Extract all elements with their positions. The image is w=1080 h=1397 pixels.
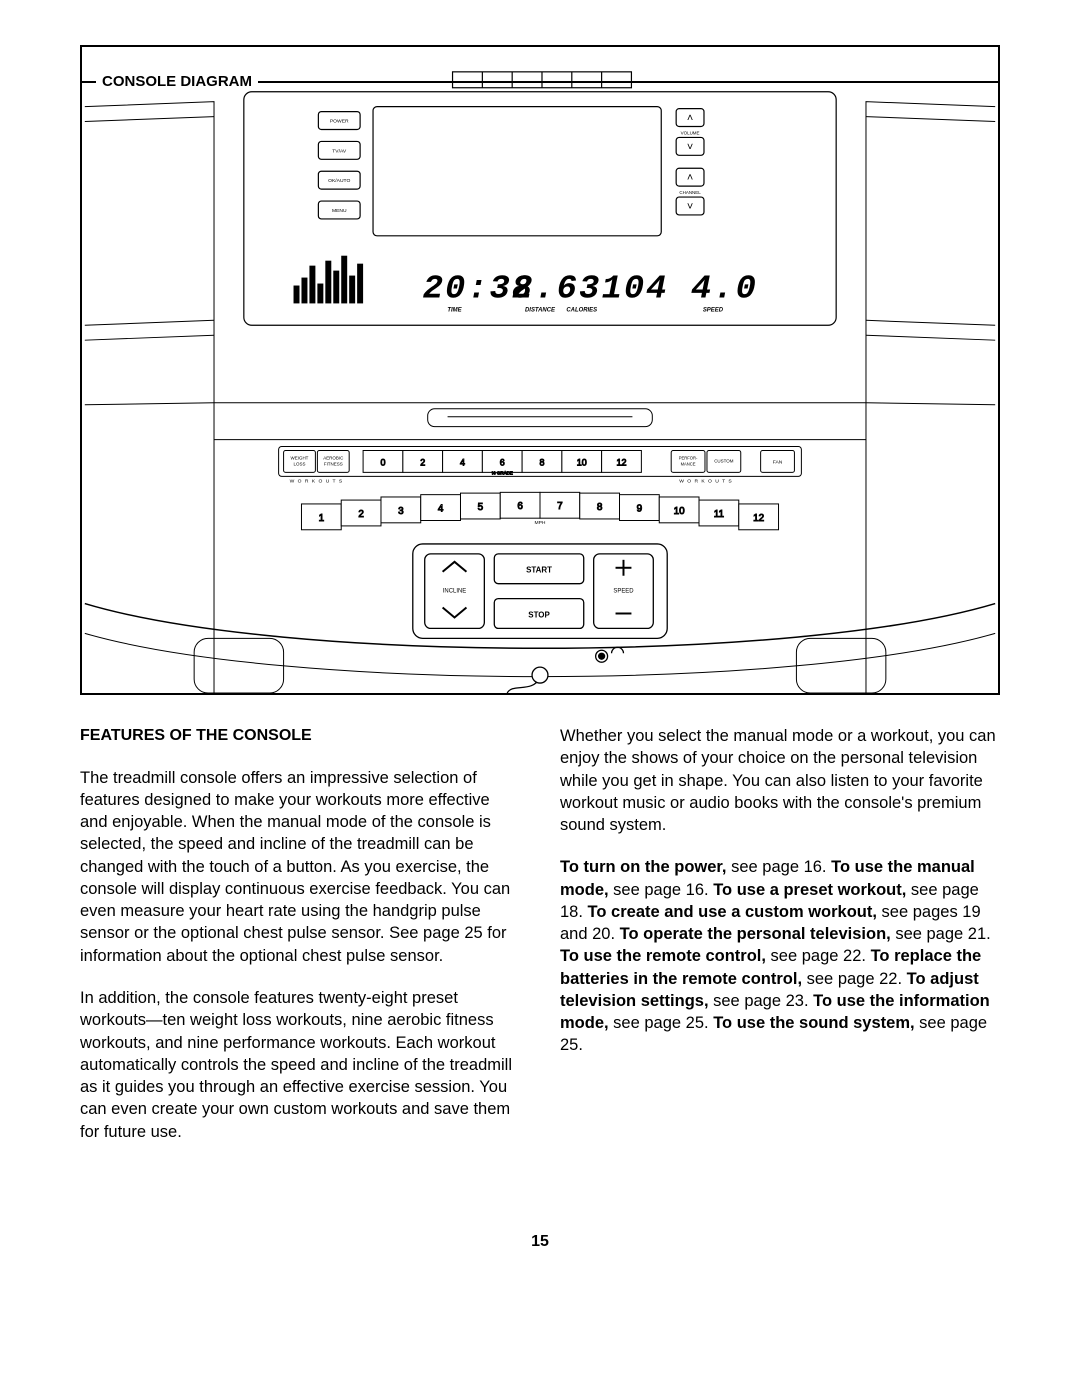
- mph-btn-3: 3: [398, 506, 404, 517]
- wk-cu-1: CUSTOM: [714, 458, 734, 463]
- vol-down-icon: ˅: [687, 141, 693, 153]
- para-1: The treadmill console offers an impressi…: [80, 767, 520, 967]
- incline-btn-4: 4: [460, 457, 465, 467]
- left-column: FEATURES OF THE CONSOLE The treadmill co…: [80, 725, 520, 1163]
- incline-btn-10: 10: [577, 457, 587, 467]
- ref-1a: To turn on the power,: [560, 858, 727, 876]
- wk-right-label: W O R K O U T S: [679, 478, 733, 484]
- ref-9b: see page 25.: [609, 1014, 714, 1032]
- ref-1b: see page 16.: [727, 858, 832, 876]
- wk-wl-2: LOSS: [294, 461, 306, 466]
- diagram-title: CONSOLE DIAGRAM: [102, 73, 252, 90]
- para-3: Whether you select the manual mode or a …: [560, 725, 1000, 836]
- ref-5b: see page 21.: [891, 925, 991, 943]
- ref-6a: To use the remote control,: [560, 947, 766, 965]
- console-diagram-svg: POWER TV/AV OK/AUTO MENU ˄ VOLUME ˅ ˄ CH…: [82, 47, 998, 693]
- ref-5a: To operate the personal television,: [620, 925, 891, 943]
- features-heading: FEATURES OF THE CONSOLE: [80, 725, 520, 747]
- wk-wl-1: WEIGHT: [291, 455, 309, 460]
- readout-distance-label: DISTANCE: [525, 307, 556, 313]
- para-refs: To turn on the power, see page 16. To us…: [560, 856, 1000, 1056]
- ch-down-icon: ˅: [687, 201, 693, 213]
- diagram-title-wrap: CONSOLE DIAGRAM: [96, 73, 258, 90]
- wk-af-2: FITNESS: [324, 461, 343, 466]
- mph-btn-12: 12: [753, 513, 765, 524]
- ref-6b: see page 22.: [766, 947, 871, 965]
- para-2: In addition, the console features twenty…: [80, 987, 520, 1143]
- wk-left-label: W O R K O U T S: [290, 478, 344, 484]
- fan-label: FAN: [773, 459, 783, 465]
- incline-btn-0: 0: [380, 457, 385, 467]
- tv-btn-tvav: TV/AV: [332, 148, 347, 154]
- mph-btn-5: 5: [478, 502, 484, 513]
- readout-calories-label: CALORIES: [566, 307, 597, 313]
- mph-btn-7: 7: [557, 501, 563, 512]
- vol-label: VOLUME: [681, 130, 700, 135]
- incline-btn-12: 12: [617, 457, 627, 467]
- wk-pf-2: MANCE: [681, 461, 696, 466]
- incline-label: INCLINE: [443, 589, 467, 595]
- ch-label: CHANNEL: [679, 190, 701, 195]
- ref-4a: To create and use a custom workout,: [588, 903, 877, 921]
- mph-btn-2: 2: [358, 509, 364, 520]
- incline-btn-2: 2: [420, 457, 425, 467]
- tv-btn-menu: MENU: [332, 208, 347, 214]
- mph-label: MPH: [534, 520, 545, 526]
- readout-distance: 2.63: [512, 270, 601, 308]
- incline-sub: % GRADE: [492, 470, 513, 475]
- mph-btn-8: 8: [597, 502, 603, 513]
- ref-7b: see page 22.: [802, 970, 907, 988]
- page-number: 15: [80, 1233, 1000, 1251]
- wk-pf-1: PERFOR-: [679, 455, 698, 460]
- readout-calories: 104: [602, 270, 669, 308]
- tv-btn-okauto: OK/AUTO: [328, 178, 350, 184]
- readout-time-label: TIME: [447, 307, 462, 313]
- incline-btn-6: 6: [500, 457, 505, 467]
- mph-btn-9: 9: [637, 504, 643, 515]
- readout-speed-label: SPEED: [703, 307, 724, 313]
- manual-page: CONSOLE DIAGRAM: [0, 0, 1080, 1291]
- mph-btn-1: 1: [319, 513, 325, 524]
- stop-label: STOP: [528, 610, 550, 619]
- start-label: START: [526, 566, 552, 575]
- wk-af-1: AEROBIC: [323, 455, 344, 460]
- readout-speed: 4.0: [691, 270, 758, 308]
- speed-label: SPEED: [613, 589, 634, 595]
- body-text: FEATURES OF THE CONSOLE The treadmill co…: [80, 725, 1000, 1163]
- ch-up-icon: ˄: [687, 172, 693, 184]
- ref-3a: To use a preset workout,: [713, 881, 906, 899]
- ref-10a: To use the sound system,: [713, 1014, 914, 1032]
- ref-8b: see page 23.: [709, 992, 814, 1010]
- incline-btn-8: 8: [539, 457, 544, 467]
- vol-up-icon: ˄: [687, 113, 693, 125]
- console-diagram-frame: CONSOLE DIAGRAM: [80, 45, 1000, 695]
- tv-btn-power: POWER: [330, 119, 349, 125]
- mph-btn-4: 4: [438, 504, 444, 515]
- ref-2b: see page 16.: [609, 881, 714, 899]
- mph-btn-6: 6: [517, 501, 523, 512]
- mph-btn-10: 10: [674, 506, 686, 517]
- mph-btn-11: 11: [714, 509, 725, 520]
- right-column: Whether you select the manual mode or a …: [560, 725, 1000, 1163]
